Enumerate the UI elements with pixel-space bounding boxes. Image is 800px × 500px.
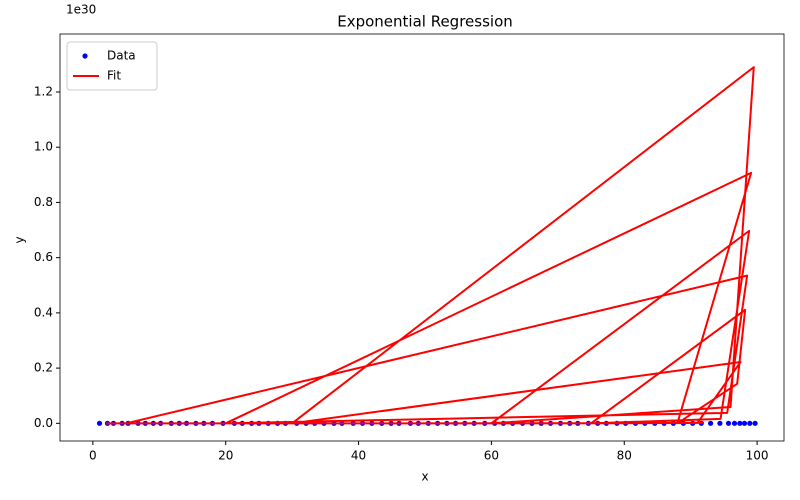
y-tick-label: 0.2 (34, 361, 53, 375)
x-tick-label: 0 (89, 449, 97, 463)
y-tick-label: 0.6 (34, 250, 53, 264)
y-tick-label: 0.0 (34, 416, 53, 430)
fit-line (106, 66, 755, 425)
legend-box (66, 41, 158, 91)
y-axis-label: y (13, 236, 27, 243)
y-offset-label: 1e30 (66, 3, 96, 17)
legend-label: Fit (107, 69, 121, 83)
y-tick-label: 1.2 (34, 84, 53, 98)
data-point (752, 420, 758, 426)
x-axis-label: x (421, 470, 428, 484)
x-tick-label: 100 (746, 449, 769, 463)
plot-area (96, 66, 758, 426)
y-tick-label: 0.4 (34, 305, 53, 319)
x-tick-label: 80 (617, 449, 632, 463)
data-point (717, 420, 723, 426)
data-point (725, 420, 732, 426)
data-point (747, 420, 753, 426)
chart-title: Exponential Regression (337, 13, 513, 31)
data-point (731, 420, 738, 426)
x-tick-label: 20 (218, 449, 233, 463)
data-point (96, 420, 103, 426)
legend-marker (82, 53, 88, 59)
legend-label: Data (107, 49, 136, 63)
x-tick-label: 40 (351, 449, 366, 463)
data-point (737, 420, 743, 426)
axes-frame (59, 33, 785, 442)
y-tick-label: 0.8 (34, 195, 53, 209)
data-point (708, 420, 714, 426)
data-point (741, 420, 748, 426)
y-tick-label: 1.0 (34, 140, 53, 154)
x-tick-label: 60 (484, 449, 499, 463)
